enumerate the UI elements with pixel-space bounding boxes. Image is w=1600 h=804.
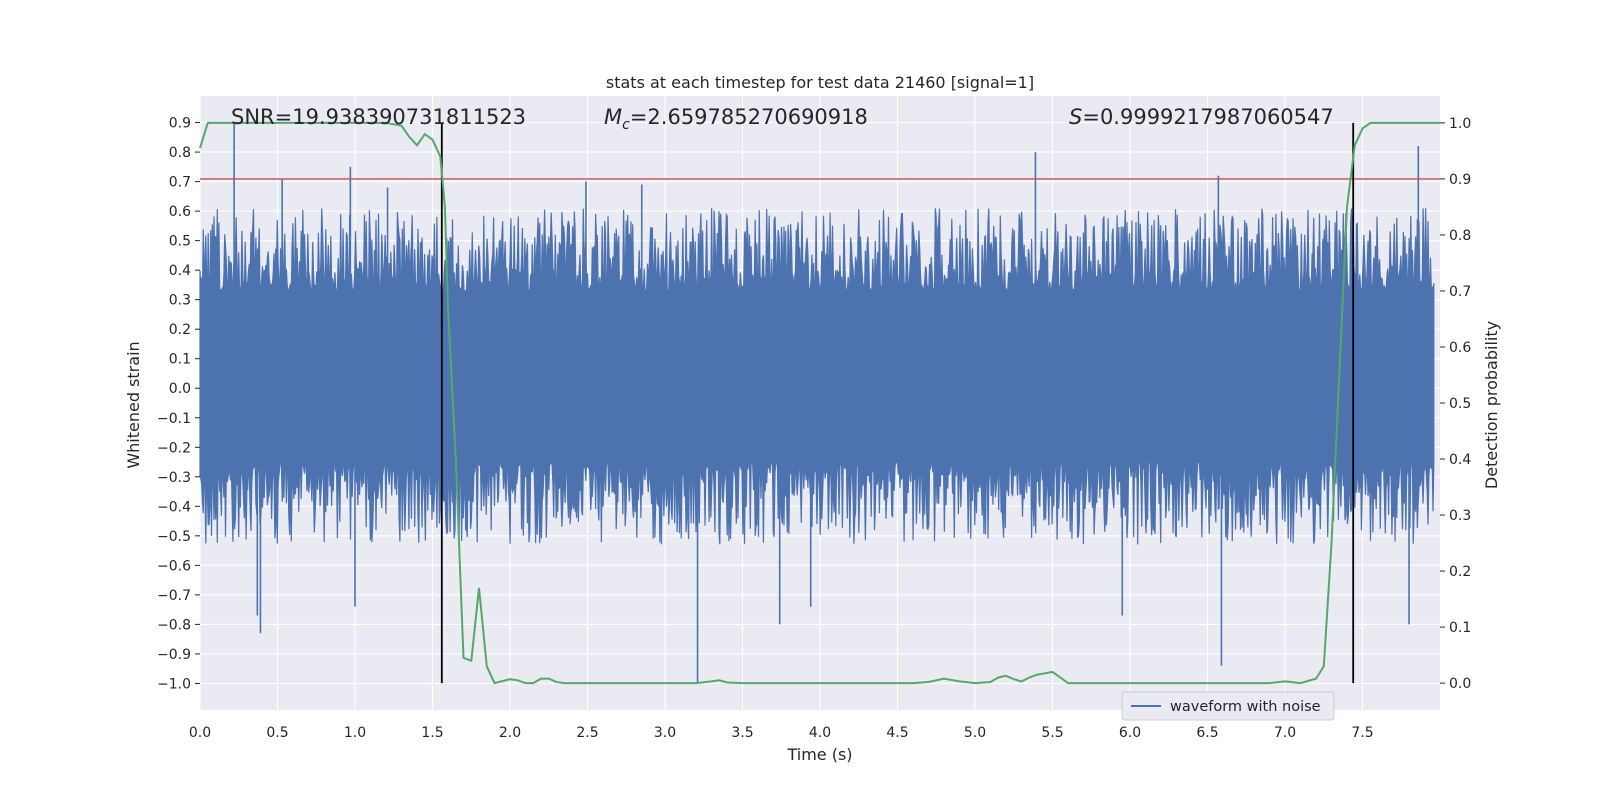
y2-axis-ticks: 1.0 0.9 0.8 0.7 0.6 0.5 0.4 0.3 0.2 0.1 0.0 [1440, 116, 1471, 692]
chirp-mass-annotation: Mc=2.659785270690918 [604, 105, 868, 133]
waveform-body [199, 208, 1435, 545]
x-tick-label: 4.0 [809, 725, 831, 741]
y-tick-label: −0.8 [157, 617, 191, 633]
y-tick-label: 0.1 [169, 352, 191, 368]
chirp-mass-subscript: c [622, 117, 630, 133]
x-tick-label: 6.5 [1196, 725, 1218, 741]
legend-box [1121, 691, 1335, 721]
y-tick-label: 0.8 [169, 145, 191, 161]
y2-tick-label: 0.3 [1449, 508, 1471, 524]
legend: waveform with noise [1121, 691, 1335, 721]
y2-tick-label: 0.4 [1449, 452, 1471, 468]
y-tick-label: −0.1 [157, 411, 191, 427]
overlay [200, 122, 1440, 684]
y2-tick-label: 0.6 [1449, 340, 1471, 356]
y2-tick-label: 0.8 [1449, 228, 1471, 244]
y-axis-ticks: 0.9 0.8 0.7 0.6 0.5 0.4 0.3 0.2 0.1 0.0 −0.1 −0.2 −0… [157, 116, 200, 692]
detection-score-annotation: S=0.9999217987060547 [1069, 105, 1334, 129]
chirp-mass-symbol: M [604, 105, 622, 129]
y-tick-label: −0.9 [157, 647, 191, 663]
snr-annotation: SNR=19.938390731811523 [231, 105, 526, 129]
y-tick-label: −0.5 [157, 529, 191, 545]
x-tick-label: 1.5 [421, 725, 443, 741]
y2-tick-label: 0.5 [1449, 396, 1471, 412]
y-tick-label: −1.0 [157, 676, 191, 692]
chart-title: stats at each timestep for test data 214… [606, 73, 1034, 92]
x-tick-label: 0.0 [189, 725, 211, 741]
y-tick-label: −0.6 [157, 558, 191, 574]
y-tick-label: 0.9 [169, 116, 191, 132]
probability-series [199, 121, 1440, 685]
y2-tick-label: 1.0 [1449, 116, 1471, 132]
x-axis-ticks: 0.0 0.5 1.0 1.5 2.0 2.5 3.0 3.5 4.0 4.5 5.0 5.5 6.0 6… [189, 725, 1374, 741]
y-tick-label: 0.6 [169, 204, 191, 220]
y-tick-label: −0.2 [157, 440, 191, 456]
x-tick-label: 7.0 [1274, 725, 1296, 741]
y-tick-label: 0.3 [169, 293, 191, 309]
x-tick-label: 5.5 [1041, 725, 1063, 741]
y-tick-label: −0.7 [157, 588, 191, 604]
waveform-series [199, 122, 1435, 684]
probability-line [199, 121, 1440, 685]
x-tick-label: 7.5 [1351, 725, 1373, 741]
y2-tick-label: 0.9 [1449, 172, 1471, 188]
y-tick-label: 0.4 [169, 263, 191, 279]
y-tick-label: 0.5 [169, 234, 191, 250]
detection-score-symbol: S [1069, 105, 1082, 129]
detection-score-value: =0.9999217987060547 [1082, 105, 1333, 129]
y-tick-label: 0.7 [169, 175, 191, 191]
x-tick-label: 1.0 [344, 725, 366, 741]
x-axis-label: Time (s) [786, 745, 852, 764]
y-tick-label: −0.3 [157, 470, 191, 486]
y2-axis-label: Detection probability [1482, 321, 1501, 489]
x-tick-label: 0.5 [266, 725, 288, 741]
x-tick-label: 2.0 [499, 725, 521, 741]
chirp-mass-value: =2.659785270690918 [630, 105, 868, 129]
y-tick-label: −0.4 [157, 499, 191, 515]
y2-tick-label: 0.2 [1449, 564, 1471, 580]
y-axis-label: Whitened strain [124, 341, 143, 468]
x-tick-label: 5.0 [964, 725, 986, 741]
y2-tick-label: 0.1 [1449, 620, 1471, 636]
y2-tick-label: 0.0 [1449, 676, 1471, 692]
x-tick-label: 3.5 [731, 725, 753, 741]
x-tick-label: 2.5 [576, 725, 598, 741]
x-tick-label: 3.0 [654, 725, 676, 741]
x-tick-label: 4.5 [886, 725, 908, 741]
y-tick-label: 0.0 [169, 381, 191, 397]
y-tick-label: 0.2 [169, 322, 191, 338]
x-tick-label: 6.0 [1119, 725, 1141, 741]
legend-label: waveform with noise [1170, 699, 1321, 715]
y2-tick-label: 0.7 [1449, 284, 1471, 300]
